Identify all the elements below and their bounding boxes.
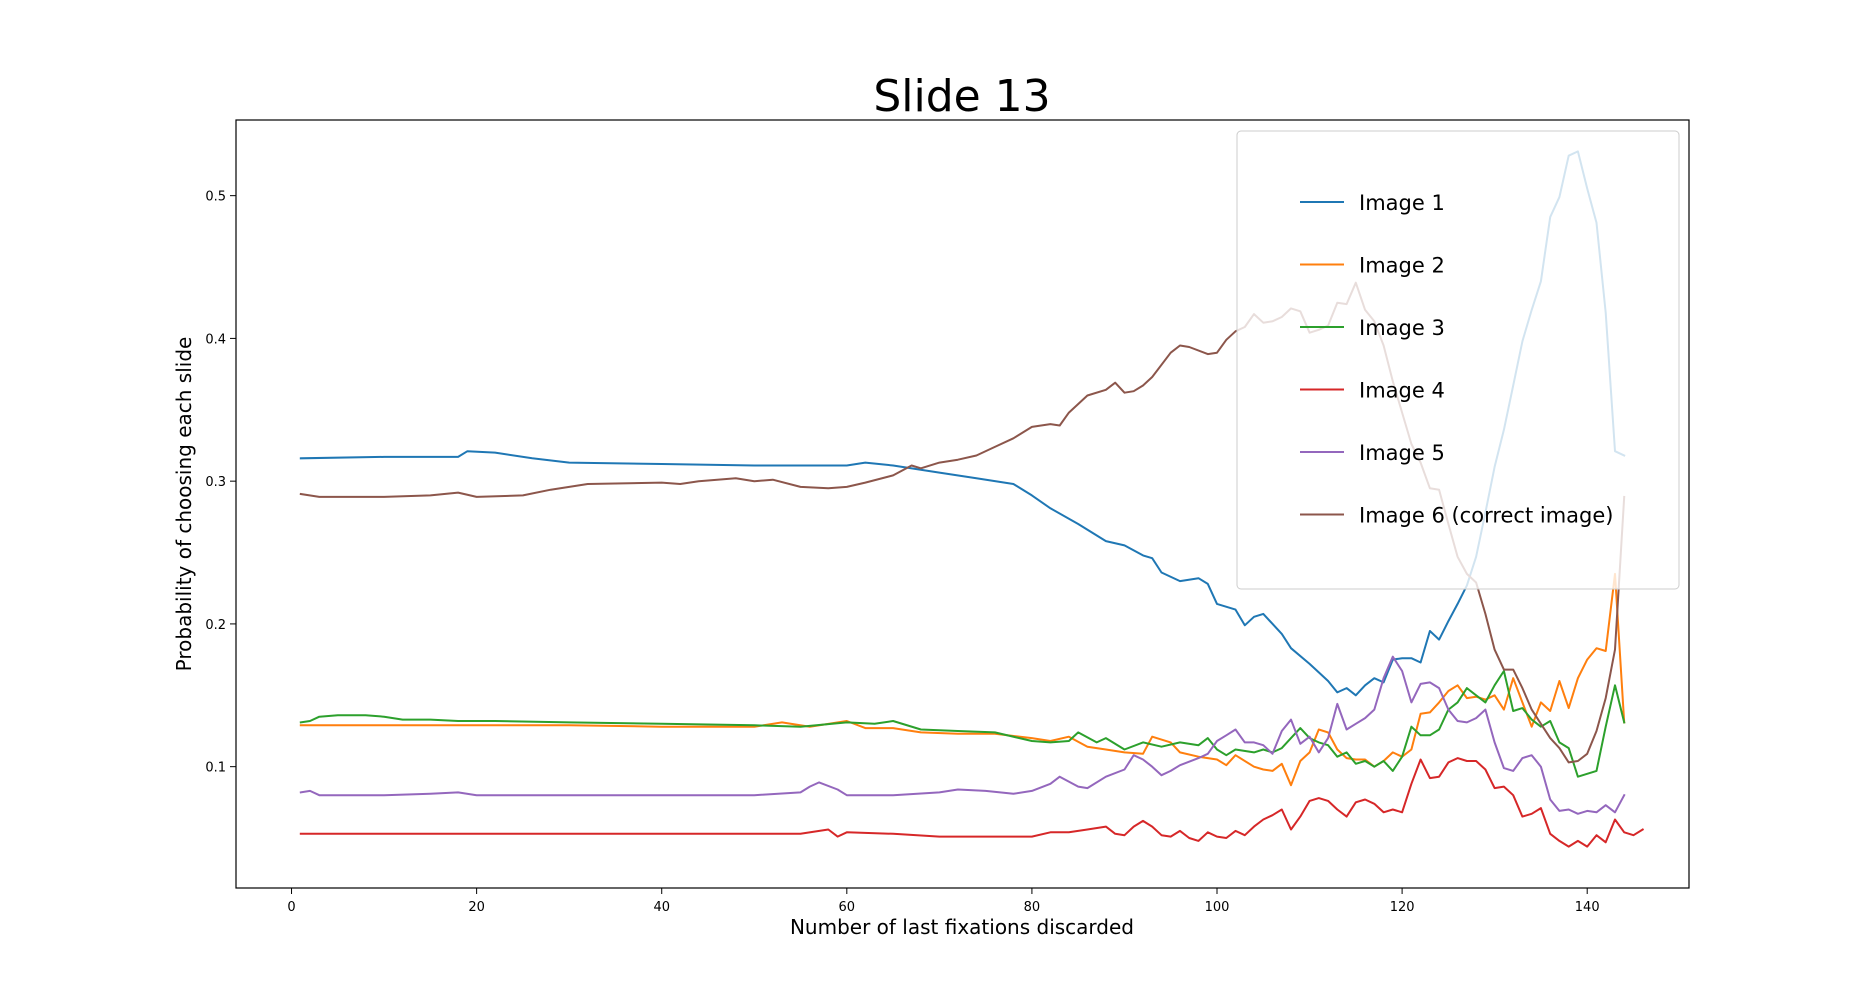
y-tick-label: 0.1 (205, 761, 226, 776)
legend-label: Image 5 (1359, 441, 1445, 465)
legend-label: Image 3 (1359, 316, 1445, 340)
x-tick-label: 20 (468, 900, 485, 915)
x-tick-label: 80 (1024, 900, 1041, 915)
y-tick-label: 0.3 (205, 475, 226, 490)
legend-label: Image 2 (1359, 254, 1445, 278)
axes-frame (235, 119, 1690, 889)
series-line-4 (299, 757, 1645, 848)
x-tick-label: 40 (653, 900, 670, 915)
y-tick-label: 0.2 (205, 618, 226, 633)
series-line-3 (299, 670, 1626, 778)
y-tick-label: 0.4 (205, 332, 226, 347)
legend: Image 1 Image 2 Image 3 Image 4 Image 5 Image… (1236, 130, 1680, 590)
y-tick-label: 0.5 (205, 190, 226, 205)
x-axis: 0 20 40 60 80 100 120 140 (287, 888, 1600, 915)
y-axis: 0.1 0.2 0.3 0.4 0.5 (205, 190, 236, 776)
y-axis-label: Probability of choosing each slide (172, 337, 196, 672)
plot-area (299, 150, 1645, 848)
x-tick-label: 140 (1575, 900, 1600, 915)
series-line-2 (299, 572, 1626, 787)
x-tick-label: 60 (839, 900, 856, 915)
x-tick-label: 100 (1205, 900, 1230, 915)
legend-entries: Image 1 Image 2 Image 3 Image 4 Image 5 Image… (1300, 191, 1613, 528)
x-axis-label: Number of last fixations discarded (790, 915, 1134, 939)
x-tick-label: 120 (1390, 900, 1415, 915)
legend-box (1236, 130, 1680, 590)
chart-title: Slide 13 (873, 71, 1050, 122)
series-line-5 (299, 655, 1626, 815)
legend-label: Image 4 (1359, 379, 1445, 403)
x-tick-label: 0 (287, 900, 295, 915)
legend-label: Image 6 (correct image) (1359, 504, 1613, 528)
series-line-6 (299, 281, 1626, 764)
legend-label: Image 1 (1359, 191, 1445, 215)
